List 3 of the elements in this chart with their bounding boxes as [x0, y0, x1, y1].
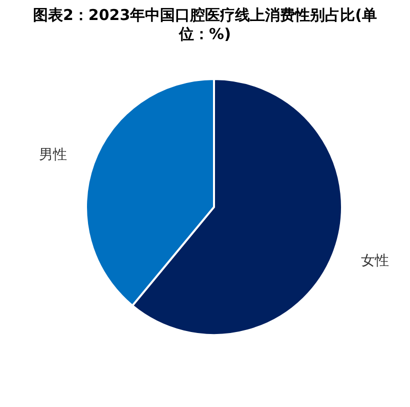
slice-label: 男性	[39, 147, 68, 164]
slice-label: 女性	[360, 252, 389, 269]
chart-title: 图表2：2023年中国口腔医疗线上消费性别占比(单位：%)	[32, 6, 378, 44]
